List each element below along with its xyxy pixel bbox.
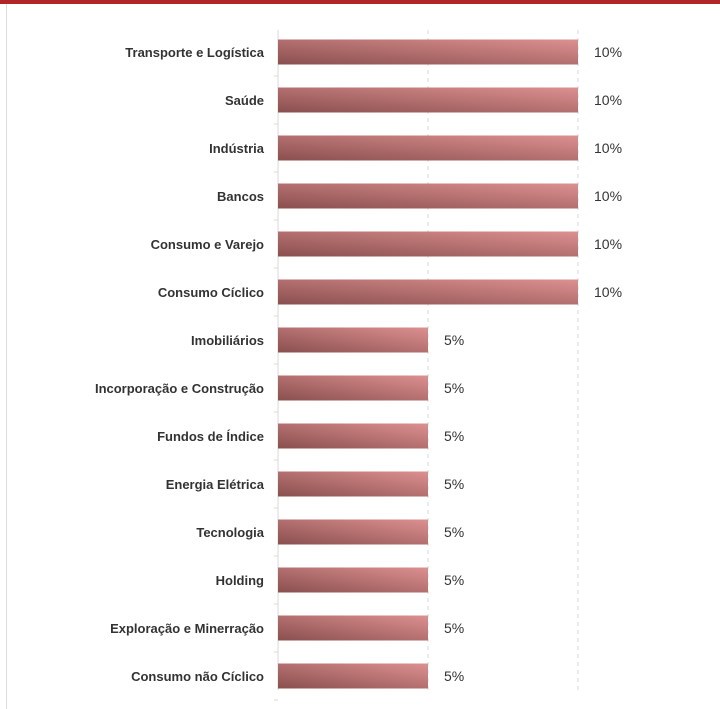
category-label: Transporte e Logística xyxy=(125,45,264,60)
category-label: Consumo e Varejo xyxy=(151,237,264,252)
value-label: 5% xyxy=(444,668,464,684)
bar xyxy=(278,135,578,161)
value-label: 5% xyxy=(444,572,464,588)
value-label: 10% xyxy=(594,140,622,156)
header-band xyxy=(0,0,720,4)
bar xyxy=(278,183,578,209)
category-label: Indústria xyxy=(209,141,265,156)
value-labels: 10% 10% 10% 10% 10% 10% 5% 5% 5% 5% 5% 5% 5% 5% xyxy=(444,44,622,684)
bar xyxy=(278,87,578,113)
value-label: 10% xyxy=(594,284,622,300)
bar xyxy=(278,279,578,305)
value-label: 5% xyxy=(444,428,464,444)
bars xyxy=(274,39,578,701)
category-labels: Transporte e Logística Saúde Indústria Banc… xyxy=(95,45,265,684)
bar xyxy=(278,375,428,401)
value-label: 10% xyxy=(594,44,622,60)
bar xyxy=(278,423,428,449)
bar xyxy=(278,471,428,497)
category-label: Incorporação e Construção xyxy=(95,381,264,396)
bar xyxy=(278,519,428,545)
value-label: 5% xyxy=(444,524,464,540)
bar xyxy=(278,327,428,353)
category-label: Bancos xyxy=(217,189,264,204)
category-label: Imobiliários xyxy=(191,333,264,348)
category-label: Consumo não Cíclico xyxy=(131,669,264,684)
value-label: 5% xyxy=(444,620,464,636)
bar xyxy=(278,615,428,641)
bar xyxy=(278,567,428,593)
category-label: Saúde xyxy=(225,93,264,108)
category-label: Consumo Cíclico xyxy=(158,285,264,300)
frame-border xyxy=(6,4,7,709)
value-label: 10% xyxy=(594,236,622,252)
category-label: Holding xyxy=(216,573,264,588)
value-label: 10% xyxy=(594,92,622,108)
category-label: Fundos de Índice xyxy=(157,429,264,444)
value-label: 5% xyxy=(444,380,464,396)
grid-lines xyxy=(427,30,579,690)
value-label: 5% xyxy=(444,476,464,492)
bar xyxy=(278,39,578,65)
bar xyxy=(278,231,578,257)
category-label: Exploração e Minerração xyxy=(110,621,264,636)
category-label: Energia Elétrica xyxy=(166,477,265,492)
value-label: 5% xyxy=(444,332,464,348)
value-label: 10% xyxy=(594,188,622,204)
category-label: Tecnologia xyxy=(196,525,264,540)
bar xyxy=(278,663,428,689)
